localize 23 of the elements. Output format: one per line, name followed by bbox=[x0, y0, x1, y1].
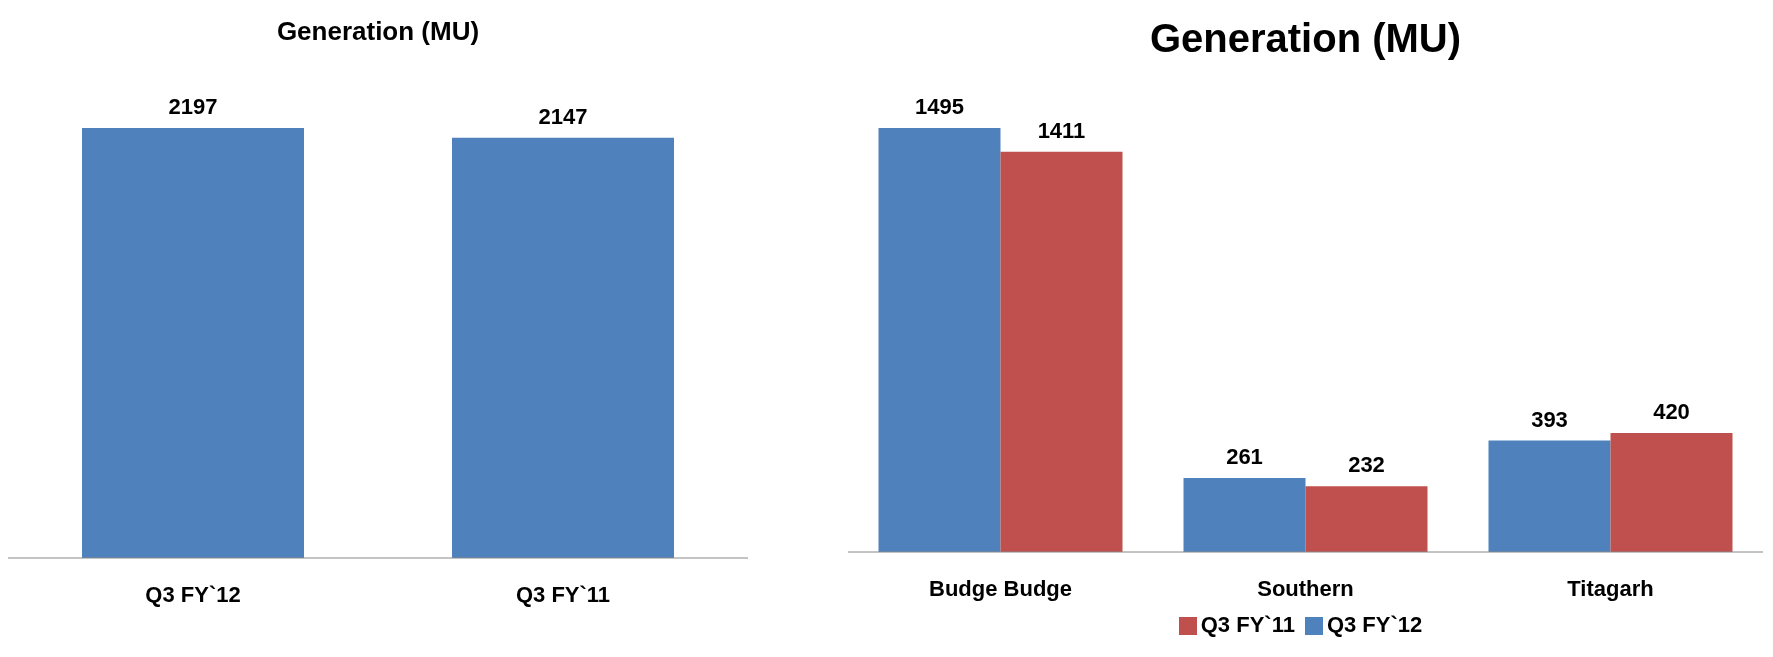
x-tick-label: Q3 FY`11 bbox=[515, 581, 611, 607]
bar bbox=[1305, 486, 1428, 552]
chart-title: Generation (MU) bbox=[275, 16, 481, 47]
data-label: 2197 bbox=[168, 94, 218, 119]
chart-title: Generation (MU) bbox=[1148, 16, 1463, 61]
x-tick-label: Titagarh bbox=[1567, 575, 1654, 601]
bar bbox=[1000, 151, 1123, 552]
legend-label: Q3 FY`11 bbox=[1200, 612, 1295, 637]
data-label: 261 bbox=[1226, 443, 1263, 469]
data-label: 2147 bbox=[538, 103, 588, 129]
bar bbox=[1488, 440, 1611, 552]
x-tick-label: Southern bbox=[1257, 575, 1354, 601]
x-tick-label: Q3 FY`12 bbox=[145, 581, 241, 607]
data-label: 420 bbox=[1653, 398, 1690, 424]
legend-label: Q3 FY`12 bbox=[1326, 612, 1423, 637]
bar bbox=[1183, 477, 1306, 552]
data-label: 1411 bbox=[1037, 117, 1086, 143]
x-tick-label: Budge Budge bbox=[929, 575, 1072, 601]
bar bbox=[878, 128, 1001, 552]
bar bbox=[1610, 432, 1733, 552]
data-label: 232 bbox=[1348, 452, 1385, 478]
data-label: 1495 bbox=[915, 94, 964, 119]
data-label: 393 bbox=[1531, 406, 1568, 432]
